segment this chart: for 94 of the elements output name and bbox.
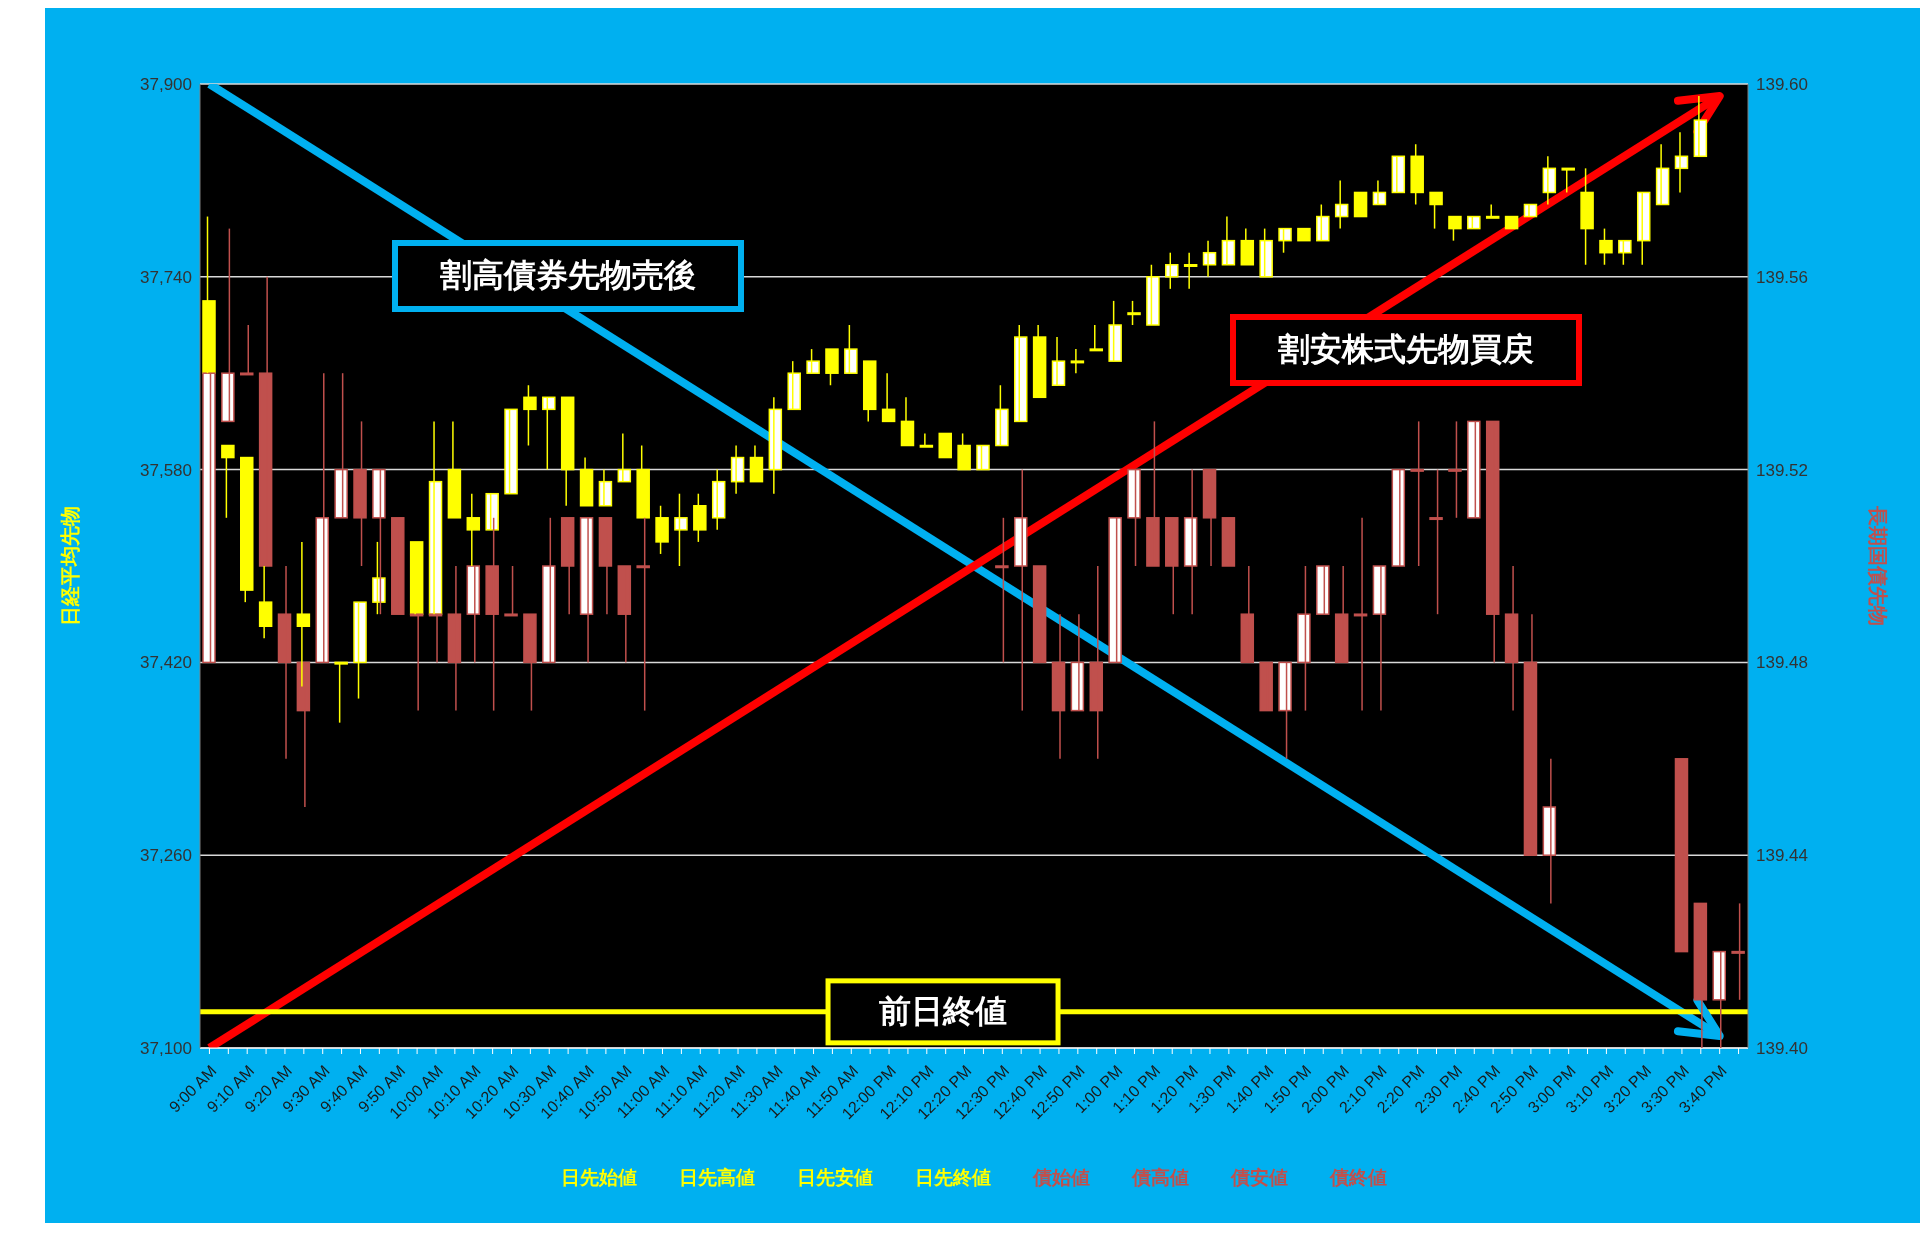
candlestick <box>806 348 820 374</box>
text: 日先安値 <box>797 1166 873 1190</box>
y2-tick-label: 139.60 <box>1756 75 1808 95</box>
candlestick <box>1259 661 1273 712</box>
candlestick <box>1599 227 1613 266</box>
candlestick <box>1146 264 1160 326</box>
candlestick <box>1108 300 1122 362</box>
candlestick <box>523 613 537 712</box>
candlestick <box>1391 155 1406 194</box>
candlestick <box>1429 191 1443 230</box>
candlestick <box>353 601 367 700</box>
candlestick <box>1297 565 1311 712</box>
candlestick <box>542 517 556 664</box>
text: 債終値 <box>1330 1166 1387 1190</box>
candlestick <box>1504 215 1519 230</box>
candlestick <box>976 444 990 471</box>
candlestick <box>240 324 254 376</box>
candlestick <box>334 372 348 519</box>
candlestick <box>995 517 1009 664</box>
text: 債始値 <box>1033 1166 1090 1190</box>
candlestick <box>1127 300 1141 326</box>
candlestick <box>1561 167 1575 194</box>
candlestick <box>1165 251 1179 290</box>
y2-tick-label: 139.44 <box>1756 846 1808 866</box>
candlestick <box>1429 468 1443 615</box>
candlestick <box>542 396 556 471</box>
y2-tick-label: 139.48 <box>1756 653 1808 673</box>
candlestick <box>523 384 537 447</box>
text: 日先終値 <box>915 1166 991 1190</box>
candlestick <box>1674 758 1689 953</box>
y2-axis-title: 長期国債先物 <box>1866 505 1889 626</box>
candlestick <box>1316 203 1330 242</box>
y-tick-label: 37,420 <box>140 653 192 673</box>
candlestick <box>995 384 1009 447</box>
y2-tick-label: 139.52 <box>1756 460 1808 480</box>
candlestick <box>1108 517 1122 664</box>
candlestick <box>221 227 235 423</box>
candlestick <box>1165 517 1179 615</box>
candlestick <box>693 492 707 543</box>
candlestick <box>1014 468 1028 712</box>
label-frame: 割高債券先物売後 <box>392 240 744 312</box>
candlestick <box>938 432 952 459</box>
candlestick <box>1278 227 1292 254</box>
text: 債安値 <box>1231 1166 1288 1190</box>
candlestick <box>391 517 405 615</box>
y-tick-label: 37,740 <box>140 267 192 287</box>
candlestick <box>1523 203 1538 218</box>
label-frame: 割安株式先物買戻 <box>1230 314 1582 386</box>
y-tick-label: 37,260 <box>140 846 192 866</box>
y2-tick-label: 139.40 <box>1756 1039 1808 1059</box>
candlestick <box>1089 324 1104 352</box>
candlestick <box>1618 239 1632 266</box>
candlestick <box>1278 661 1292 760</box>
y2-tick-label: 139.56 <box>1756 267 1808 287</box>
y-tick-label: 37,580 <box>140 460 192 480</box>
candlestick <box>1259 227 1273 278</box>
candlestick <box>485 492 499 531</box>
text: 債高値 <box>1132 1166 1189 1190</box>
candlestick <box>1731 902 1745 1001</box>
candlestick <box>1448 420 1462 519</box>
candlestick <box>1032 565 1047 664</box>
y-tick-label: 37,100 <box>140 1039 192 1059</box>
candlestick <box>221 444 235 519</box>
candlestick <box>957 432 971 471</box>
candlestick <box>1316 565 1330 615</box>
candlestick <box>1580 167 1594 266</box>
candlestick <box>240 456 254 603</box>
candlestick <box>372 468 386 615</box>
candlestick <box>504 565 518 617</box>
candlestick <box>1353 191 1368 218</box>
candlestick <box>353 420 367 567</box>
y-axis-title: 日経平均先物 <box>59 506 82 626</box>
candlestick <box>655 505 669 555</box>
candlestick <box>844 324 858 374</box>
candlestick <box>1391 468 1406 567</box>
candlestick <box>504 408 518 495</box>
candlestick <box>1014 324 1028 423</box>
ref-line-label: 前日終値 <box>879 993 1008 1030</box>
candlestick <box>1485 203 1500 219</box>
candlestick <box>1221 517 1236 567</box>
y-tick-label: 37,900 <box>140 75 192 95</box>
candlestick <box>334 661 348 724</box>
candlestick <box>674 492 688 567</box>
candlestick <box>1127 468 1141 567</box>
candlestick <box>825 348 839 386</box>
candlestick <box>787 360 801 411</box>
candlestick <box>1448 215 1462 242</box>
candlestick <box>1410 420 1424 567</box>
text: 日先高値 <box>679 1166 755 1190</box>
candlestick <box>1146 420 1160 567</box>
candlestick <box>1410 143 1424 206</box>
candlestick <box>1467 420 1481 519</box>
text: 日先始値 <box>561 1166 637 1190</box>
candlestick <box>919 432 934 448</box>
